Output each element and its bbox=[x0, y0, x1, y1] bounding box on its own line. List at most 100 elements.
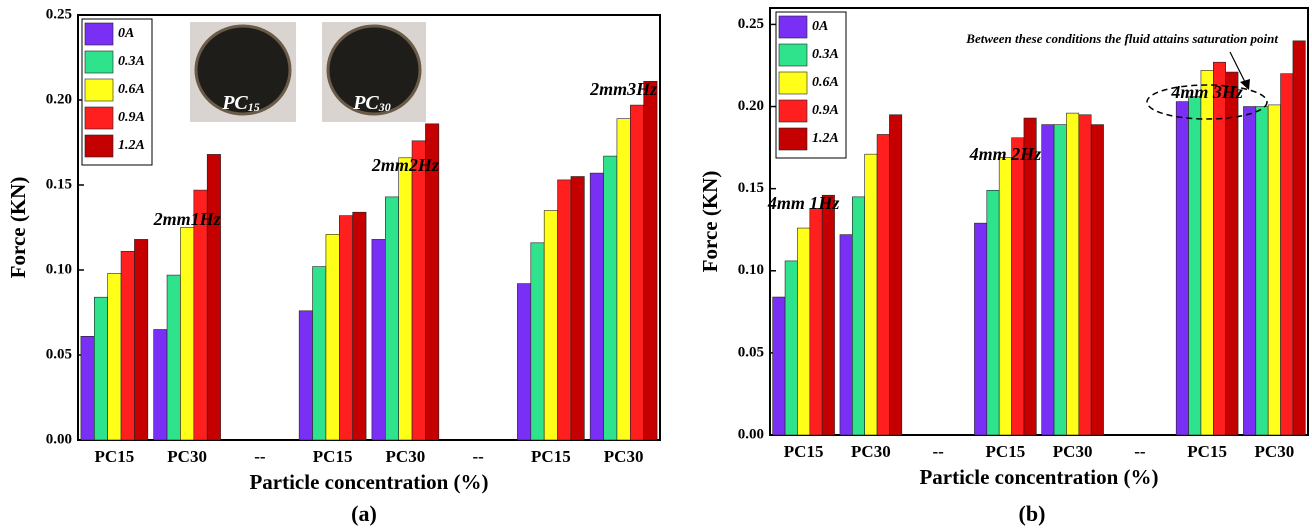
x-axis-title: Particle concentration (%) bbox=[919, 465, 1158, 489]
bar bbox=[398, 157, 413, 441]
bar bbox=[821, 194, 835, 436]
x-tick-label: -- bbox=[472, 447, 484, 466]
highlight-ellipse bbox=[1146, 84, 1268, 120]
annotation: 2mm1Hz bbox=[153, 209, 221, 229]
y-tick-label: 0.05 bbox=[738, 344, 764, 360]
legend-swatch bbox=[778, 15, 808, 39]
annotation: 4mm 3Hz bbox=[1170, 82, 1243, 102]
bar bbox=[864, 153, 878, 436]
x-tick-label: PC15 bbox=[1187, 442, 1227, 461]
legend-swatch bbox=[84, 50, 114, 74]
bar bbox=[889, 114, 903, 436]
bar bbox=[974, 222, 988, 436]
legend-label: 1.2A bbox=[812, 131, 839, 146]
legend-label: 0.9A bbox=[118, 110, 145, 125]
bar bbox=[1292, 40, 1306, 436]
y-tick-label: 0.10 bbox=[46, 261, 72, 277]
bar bbox=[876, 134, 890, 436]
y-tick-label: 0.20 bbox=[46, 91, 72, 107]
plot-frame bbox=[77, 14, 661, 441]
legend-swatch bbox=[778, 99, 808, 123]
caption: (a) bbox=[351, 501, 377, 526]
bar bbox=[298, 310, 313, 441]
bar bbox=[797, 227, 811, 436]
y-tick-label: 0.00 bbox=[738, 426, 764, 442]
y-tick-label: 0.15 bbox=[738, 180, 764, 196]
y-axis-title: Force (KN) bbox=[6, 177, 30, 279]
bar bbox=[1066, 112, 1080, 436]
x-tick-label: PC30 bbox=[851, 442, 891, 461]
x-tick-label: PC30 bbox=[167, 447, 207, 466]
arrow-line bbox=[1229, 51, 1247, 85]
y-tick-label: 0.20 bbox=[738, 98, 764, 114]
bar bbox=[998, 157, 1012, 436]
bar bbox=[1023, 117, 1037, 436]
bar bbox=[643, 81, 658, 441]
x-tick-label: -- bbox=[254, 447, 266, 466]
bar bbox=[325, 234, 340, 441]
photo-label-sub: 15 bbox=[248, 100, 260, 114]
legend-label: 0A bbox=[118, 26, 134, 41]
y-axis-title: Force (KN) bbox=[698, 171, 722, 273]
bar bbox=[589, 172, 604, 441]
x-axis-title: Particle concentration (%) bbox=[249, 470, 488, 494]
legend-swatch bbox=[84, 22, 114, 46]
y-tick-label: 0.25 bbox=[46, 6, 72, 22]
legend-swatch bbox=[84, 134, 114, 158]
annotation: 4mm 1Hz bbox=[767, 193, 840, 213]
legend-label: 1.2A bbox=[118, 138, 145, 153]
bar bbox=[153, 329, 168, 441]
annotation: 2mm2Hz bbox=[371, 155, 439, 175]
bar bbox=[852, 196, 865, 436]
legend-swatch bbox=[778, 43, 808, 67]
x-tick-label: PC30 bbox=[1053, 442, 1093, 461]
bar bbox=[107, 273, 122, 441]
plot-frame bbox=[769, 7, 1309, 436]
photo-label-sub: 30 bbox=[378, 100, 391, 114]
bar bbox=[784, 260, 798, 436]
annotation: 4mm 2Hz bbox=[969, 144, 1042, 164]
x-tick-label: PC15 bbox=[531, 447, 571, 466]
legend-label: 0.9A bbox=[812, 103, 839, 118]
bar bbox=[411, 140, 426, 441]
bar bbox=[616, 118, 631, 441]
bar bbox=[1175, 101, 1189, 436]
y-tick-label: 0.10 bbox=[738, 262, 764, 278]
bar bbox=[1280, 73, 1294, 436]
legend-label: 0A bbox=[812, 19, 828, 34]
bar bbox=[1041, 124, 1055, 436]
y-tick-label: 0.00 bbox=[46, 431, 72, 447]
bar bbox=[986, 189, 1000, 436]
caption: (b) bbox=[1019, 501, 1046, 526]
y-tick-label: 0.15 bbox=[46, 176, 72, 192]
bar bbox=[1267, 104, 1281, 436]
x-tick-label: PC30 bbox=[1255, 442, 1295, 461]
bar bbox=[1078, 114, 1092, 436]
photo-label: PC15 bbox=[221, 92, 260, 114]
photo-label-main: PC bbox=[221, 92, 248, 114]
bar bbox=[1188, 96, 1202, 436]
photo-label-main: PC bbox=[352, 92, 379, 114]
bar bbox=[839, 234, 853, 436]
bar bbox=[543, 210, 558, 441]
x-tick-label: -- bbox=[1134, 442, 1146, 461]
bar bbox=[339, 215, 354, 441]
bar bbox=[425, 123, 440, 441]
legend-swatch bbox=[778, 71, 808, 95]
bar bbox=[312, 266, 327, 441]
bar bbox=[134, 239, 149, 441]
photo-sample bbox=[194, 24, 292, 116]
bar bbox=[517, 283, 532, 441]
x-tick-label: PC15 bbox=[95, 447, 135, 466]
bar bbox=[1225, 71, 1239, 436]
bar bbox=[206, 154, 221, 441]
bar bbox=[530, 242, 545, 441]
bar bbox=[371, 239, 386, 441]
bar bbox=[1243, 106, 1257, 436]
photo-sample bbox=[326, 24, 422, 116]
legend-label: 0.6A bbox=[118, 82, 145, 97]
bar bbox=[180, 227, 195, 441]
x-tick-label: PC15 bbox=[313, 447, 353, 466]
bar bbox=[1053, 124, 1067, 436]
